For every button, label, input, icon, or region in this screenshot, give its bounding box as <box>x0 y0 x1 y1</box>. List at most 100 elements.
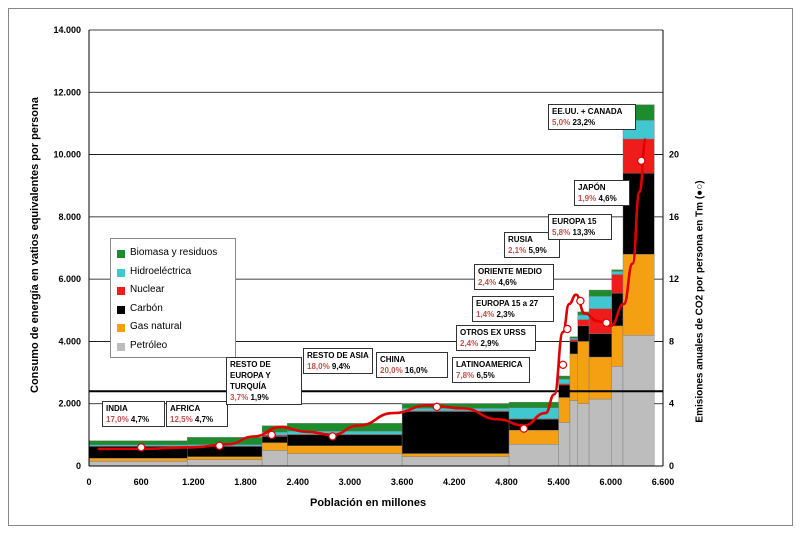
bar-segment <box>558 422 571 467</box>
bar-segment <box>187 459 263 467</box>
region-callout: OTROS EX URSS 2,4% 2,9% <box>456 325 536 351</box>
co2-point <box>558 360 568 369</box>
bar-segment <box>569 341 578 355</box>
bar-segment <box>611 271 624 275</box>
population-share: 7,8% <box>456 371 475 380</box>
y-tick-label: 0 <box>76 461 81 471</box>
co2-point <box>328 432 337 441</box>
co2-point <box>432 402 442 412</box>
region-name: RESTO DE EUROPA Y TURQUÍA <box>230 360 271 391</box>
bar-segment <box>611 269 624 272</box>
legend-swatch <box>117 287 125 295</box>
bar-segment <box>611 292 624 327</box>
region-name: RESTO DE ASIA <box>307 351 369 360</box>
region-shares: 2,1% 5,9% <box>508 245 556 256</box>
legend-label: Petróleo <box>130 339 168 351</box>
region-shares: 3,7% 1,9% <box>230 392 298 403</box>
population-share: 18,0% <box>307 362 330 371</box>
region-shares: 18,0% 9,4% <box>307 361 369 372</box>
y-tick-label: 10.000 <box>53 150 81 160</box>
region-callout: ORIENTE MEDIO 2,4% 4,6% <box>474 264 554 290</box>
bar-segment <box>287 445 403 454</box>
axes-group: 0 2.000 4.000 6.000 8.000 10.000 12.000 14.000 0… <box>53 25 679 487</box>
population-share: 5,8% <box>552 228 571 237</box>
region-callout: EE.UU. + CANADA 5,0% 23,2% <box>548 104 636 130</box>
region-name: EE.UU. + CANADA <box>552 107 623 116</box>
co2-point <box>563 324 572 334</box>
bar-segment <box>577 341 590 404</box>
region-name: AFRICA <box>170 404 201 413</box>
bar-segment <box>287 453 403 467</box>
x-tick-label: 4.200 <box>443 477 466 487</box>
region-shares: 12,5% 4,7% <box>170 414 224 425</box>
y-tick-label: 14.000 <box>53 25 81 35</box>
region-name: JAPÓN <box>578 183 606 192</box>
co2-share: 2,9% <box>478 339 499 348</box>
y2-tick-label: 20 <box>669 150 679 160</box>
region-shares: 2,4% 2,9% <box>460 338 532 349</box>
co2-share: 2,3% <box>494 310 515 319</box>
co2-share: 4,6% <box>496 278 517 287</box>
co2-share: 9,4% <box>329 362 351 371</box>
bar-segment <box>287 434 403 446</box>
co2-line <box>97 137 647 451</box>
bar-segment <box>569 339 578 342</box>
region-shares: 1,4% 2,3% <box>476 309 550 320</box>
legend-swatch <box>117 250 125 258</box>
y-tick-label: 2.000 <box>58 399 81 409</box>
co2-point <box>136 443 146 452</box>
bar-segment <box>569 353 578 401</box>
region-name: EUROPA 15 <box>552 217 597 226</box>
x-tick-label: 6.600 <box>652 477 675 487</box>
legend-label: Nuclear <box>130 284 165 295</box>
region-callout: EUROPA 15 a 27 1,4% 2,3% <box>472 296 554 322</box>
bar-segment <box>508 444 559 467</box>
co2-share: 13,3% <box>570 228 596 237</box>
co2-curve-group <box>97 137 647 452</box>
bar-segment <box>588 296 612 309</box>
legend: Biomasa y residuos Hidroeléctrica Nuclear C… <box>110 238 236 358</box>
y2-tick-label: 0 <box>669 461 674 471</box>
legend-label: Biomasa y residuos <box>130 247 218 258</box>
bar-segment <box>611 325 624 367</box>
region-name: INDIA <box>106 404 128 413</box>
bar-segment <box>401 456 510 467</box>
region-name: OTROS EX URSS <box>460 328 526 337</box>
y-tick-label: 4.000 <box>58 336 81 346</box>
x-tick-label: 6.000 <box>600 477 623 487</box>
bar-segment <box>558 375 571 380</box>
population-share: 2,4% <box>460 339 479 348</box>
y2-tick-label: 8 <box>669 336 674 346</box>
co2-share: 16,0% <box>402 366 428 375</box>
co2-point <box>637 156 646 165</box>
population-share: 17,0% <box>106 415 129 424</box>
y2-axis-title: Emisiones anuales de CO2 por persona en … <box>694 180 706 423</box>
population-share: 2,4% <box>478 278 497 287</box>
bar-segment <box>622 138 655 174</box>
bar-segment <box>88 440 188 446</box>
bar-segment <box>588 333 612 358</box>
legend-label: Carbón <box>130 302 163 314</box>
bar-segment <box>88 458 188 462</box>
region-name: ORIENTE MEDIO <box>478 267 543 276</box>
population-share: 3,7% <box>230 393 249 402</box>
x-tick-label: 5.400 <box>547 477 570 487</box>
bar-segment <box>261 442 288 451</box>
bar-segment <box>261 450 288 467</box>
bar-segment <box>577 319 590 327</box>
co2-share: 23,2% <box>570 118 596 127</box>
y-tick-label: 6.000 <box>58 274 81 284</box>
region-name: LATINOAMERICA <box>456 360 523 369</box>
legend-swatch <box>117 342 125 351</box>
legend-label: Hidroeléctrica <box>130 265 192 277</box>
bar-segment <box>577 325 590 342</box>
co2-share: 4,7% <box>192 415 214 424</box>
bar-segment <box>588 356 612 400</box>
x-tick-label: 4.800 <box>495 477 518 487</box>
region-callout: JAPÓN 1,9% 4,6% <box>574 180 630 206</box>
region-callout: INDIA 17,0% 4,7% <box>102 401 165 427</box>
x-tick-label: 2.400 <box>286 477 309 487</box>
co2-point <box>215 441 224 450</box>
bar-segment <box>622 335 655 467</box>
bar-segment <box>558 378 571 384</box>
